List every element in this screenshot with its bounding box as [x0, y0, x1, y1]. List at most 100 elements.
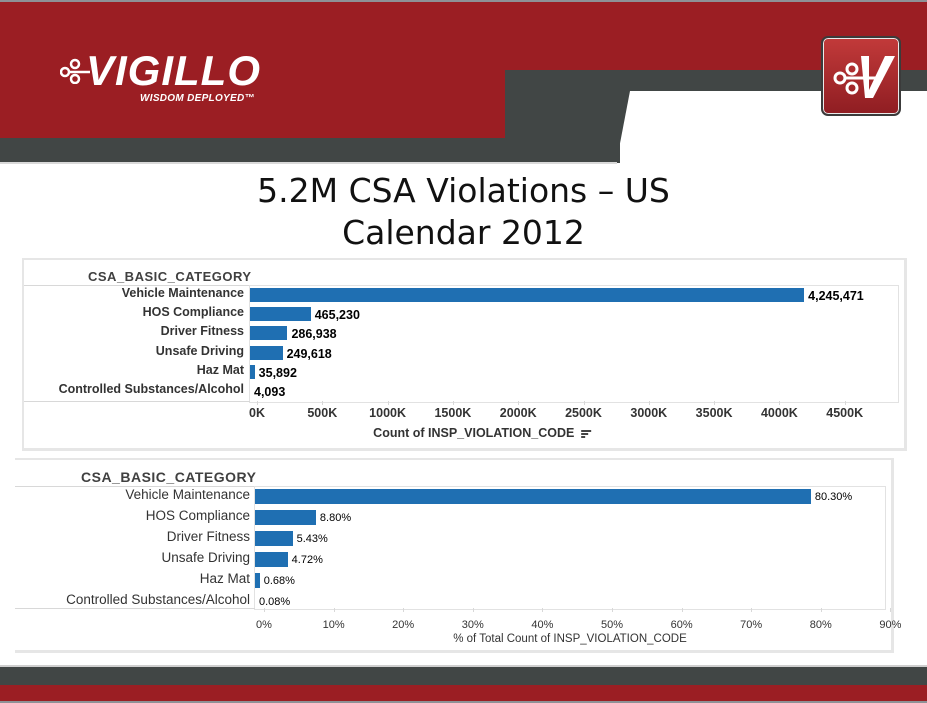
x-tick-label: 40%	[531, 619, 554, 631]
bar-value-label: 465,230	[314, 308, 360, 323]
category-label: Vehicle Maintenance	[121, 286, 244, 300]
x-tick-label: 2500K	[565, 406, 602, 420]
x-tick-label: 4000K	[760, 406, 798, 420]
x-tick-label: 1500K	[434, 406, 472, 420]
tick-mark	[583, 401, 585, 405]
row-header: CSA_BASIC_CATEGORY	[88, 269, 252, 284]
category-label: Driver Fitness	[160, 324, 244, 339]
header-band-red	[0, 2, 927, 70]
category-label: Unsafe Driving	[155, 343, 244, 358]
category-label: Controlled Substances/Alcohol	[58, 382, 244, 396]
category-label: Driver Fitness	[166, 529, 250, 544]
logo-wordmark: VIGILLO	[86, 47, 261, 94]
x-tick-label: 90%	[879, 619, 902, 631]
x-tick-label: 10%	[322, 619, 345, 631]
header-band-red-left	[0, 70, 505, 138]
tick-mark	[257, 401, 258, 405]
bar-value-label: 80.30%	[814, 491, 853, 503]
footer-rule	[0, 665, 927, 667]
tick-mark	[890, 608, 892, 612]
tick-mark	[714, 401, 716, 405]
count-chart-panel: CSA_BASIC_CATEGORY Vehicle Maintenance 4,…	[22, 258, 907, 451]
percent-chart-panel: CSA_BASIC_CATEGORY Vehicle Maintenance 80…	[15, 458, 901, 653]
bar-value-label: 0.68%	[263, 575, 295, 587]
footer-band-dark	[0, 667, 927, 685]
tick-mark	[612, 608, 613, 612]
category-label: Haz Mat	[199, 571, 250, 586]
footer-bottom-rule	[0, 701, 927, 703]
bar-value-label: 4,245,471	[808, 289, 864, 303]
header-divider	[24, 285, 250, 286]
tick-mark	[387, 401, 389, 405]
bar-value-label: 8.80%	[319, 512, 352, 524]
bar-value-label: 286,938	[291, 327, 337, 342]
bar[interactable]	[250, 288, 805, 302]
bar[interactable]	[250, 307, 311, 322]
x-tick-label: 3500K	[695, 406, 733, 420]
x-tick-label: 30%	[461, 619, 484, 631]
row-header: CSA_BASIC_CATEGORY	[81, 469, 257, 485]
x-axis-title: % of Total Count of INSP_VIOLATION_CODE	[453, 633, 687, 645]
top-rule	[0, 0, 927, 2]
category-label: Controlled Substances/Alcohol	[66, 592, 250, 607]
bar[interactable]	[255, 573, 260, 588]
x-tick-label: 500K	[307, 406, 338, 420]
vigillo-badge-icon	[821, 36, 901, 116]
tick-mark	[452, 401, 454, 405]
tick-mark	[264, 608, 265, 612]
plot-area	[249, 285, 899, 403]
tick-mark	[403, 608, 405, 612]
x-tick-label: 70%	[740, 619, 763, 631]
bar-value-label: 4.72%	[291, 554, 323, 566]
x-tick-label: 3000K	[630, 406, 668, 420]
title-line-1: 5.2M CSA Violations – US	[257, 171, 670, 210]
x-axis-title-text: Count of INSP_VIOLATION_CODE	[373, 426, 575, 440]
bar-value-label: 249,618	[286, 346, 332, 361]
header-shadow	[0, 162, 617, 164]
bar-value-label: 35,892	[258, 365, 297, 380]
bar-value-label: 0.08%	[259, 596, 291, 608]
category-label: HOS Compliance	[142, 305, 244, 320]
plot-area	[254, 486, 886, 610]
title-line-2: Calendar 2012	[342, 213, 585, 252]
tick-mark	[542, 608, 544, 612]
x-tick-label: 0%	[256, 619, 272, 631]
x-tick-label: 0K	[249, 406, 265, 420]
sort-descending-icon[interactable]	[580, 429, 591, 439]
tick-mark	[472, 608, 474, 612]
bar[interactable]	[250, 345, 283, 360]
bar[interactable]	[255, 510, 316, 525]
footer-band-red	[0, 685, 927, 701]
page-title: 5.2M CSA Violations – US Calendar 2012	[0, 170, 927, 254]
bar[interactable]	[250, 326, 288, 341]
x-tick-label: 4500K	[826, 406, 864, 420]
tick-mark	[333, 608, 335, 612]
category-label: Haz Mat	[196, 362, 244, 377]
category-label: HOS Compliance	[145, 508, 250, 523]
tick-mark	[779, 401, 781, 405]
header-band-dark	[0, 138, 620, 163]
vigillo-logo: VIGILLO WISDOM DEPLOYED™	[60, 48, 280, 110]
tick-mark	[518, 401, 520, 405]
tick-mark	[820, 608, 822, 612]
axis-divider	[24, 401, 250, 402]
bar[interactable]	[255, 552, 288, 567]
tick-mark	[681, 608, 683, 612]
x-tick-label: 2000K	[499, 406, 537, 420]
x-tick-label: 20%	[392, 619, 415, 631]
header-divider	[15, 486, 255, 487]
x-tick-label: 50%	[600, 619, 624, 631]
logo-tagline: WISDOM DEPLOYED™	[140, 93, 255, 104]
tick-mark	[844, 401, 846, 405]
x-tick-label: 60%	[670, 619, 693, 631]
x-tick-label: 1000K	[369, 406, 407, 420]
bar[interactable]	[250, 364, 255, 379]
bar[interactable]	[255, 531, 293, 546]
bar[interactable]	[255, 489, 811, 504]
bar-value-label: 5.43%	[296, 533, 328, 545]
x-axis-title: Count of INSP_VIOLATION_CODE	[373, 426, 591, 440]
x-tick-label: 80%	[809, 619, 832, 631]
logo-dots-icon	[60, 58, 90, 84]
category-label: Unsafe Driving	[161, 550, 250, 565]
bar-value-label: 4,093	[254, 385, 286, 399]
